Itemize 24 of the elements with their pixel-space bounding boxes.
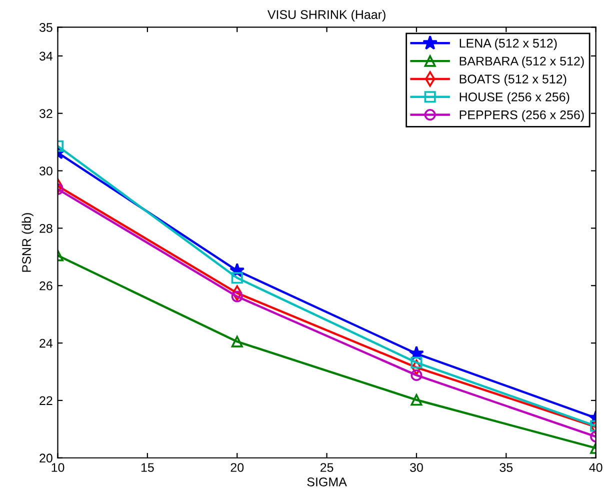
x-tick-label: 30 [410, 463, 423, 472]
legend-label: HOUSE (256 x 256) [460, 92, 570, 104]
x-tick-label: 10 [52, 463, 64, 472]
chart-title: VISU SHRINK (Haar) [267, 10, 386, 22]
y-tick-label: 24 [40, 338, 53, 348]
legend-label: BOATS (512 x 512) [460, 74, 566, 86]
y-tick-label: 32 [39, 109, 52, 118]
legend-label: PEPPERS (256 x 256) [460, 110, 584, 122]
y-tick-label: 30 [39, 166, 52, 176]
y-axis-title: PSNR (db) [22, 213, 34, 272]
y-tick-label: 34 [39, 52, 53, 61]
legend-label: BARBARA (512 x 512) [460, 56, 584, 68]
y-tick-label: 28 [40, 224, 52, 233]
x-tick-label: 25 [320, 463, 334, 472]
y-tick-label: 22 [40, 396, 52, 405]
x-tick-label: 40 [589, 463, 602, 472]
legend-label: LENA (512 x 512) [460, 38, 557, 50]
y-tick-label: 20 [40, 454, 52, 463]
x-axis-title: SIGMA [307, 477, 347, 486]
y-tick-label: 35 [39, 23, 52, 32]
y-tick-label: 26 [40, 281, 52, 290]
x-tick-label: 15 [141, 463, 154, 472]
x-tick-label: 20 [230, 463, 244, 472]
x-tick-label: 35 [500, 463, 513, 472]
